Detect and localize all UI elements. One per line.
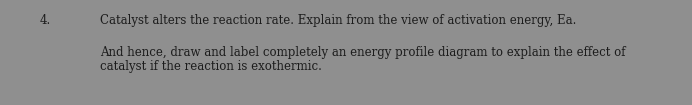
Text: Catalyst alters the reaction rate. Explain from the view of activation energy, E: Catalyst alters the reaction rate. Expla…: [100, 14, 576, 27]
Text: catalyst if the reaction is exothermic.: catalyst if the reaction is exothermic.: [100, 60, 322, 73]
Text: 4.: 4.: [40, 14, 51, 27]
Text: And hence, draw and label completely an energy profile diagram to explain the ef: And hence, draw and label completely an …: [100, 46, 626, 59]
